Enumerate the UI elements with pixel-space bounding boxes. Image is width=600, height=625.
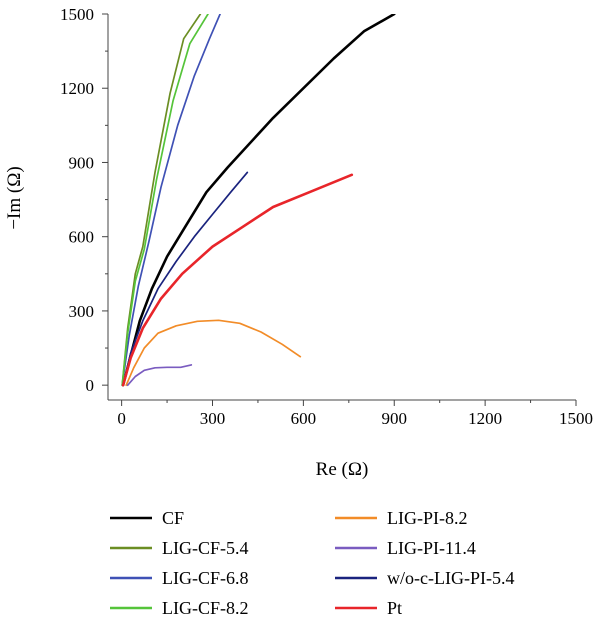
series-line-2 <box>121 14 221 387</box>
axes <box>107 14 576 401</box>
legend-item: LIG-PI-11.4 <box>335 538 476 558</box>
y-tick-label: 1200 <box>60 79 94 98</box>
legend-item: LIG-CF-6.8 <box>110 568 249 588</box>
legend-item: LIG-CF-8.2 <box>110 598 249 618</box>
y-tick-label: 600 <box>69 228 95 247</box>
x-tick-label: 0 <box>117 409 126 428</box>
legend-item: Pt <box>335 598 402 618</box>
x-tick-label: 600 <box>291 409 317 428</box>
legend-label: LIG-CF-5.4 <box>162 538 249 558</box>
legend-item: CF <box>110 508 184 528</box>
legend-item: LIG-PI-8.2 <box>335 508 467 528</box>
x-axis-label: Re (Ω) <box>316 459 369 480</box>
legend: CF LIG-CF-5.4 LIG-CF-6.8 LIG-CF-8.2 LIG-PI-8… <box>110 508 514 618</box>
y-tick-label: 0 <box>86 376 95 395</box>
legend-item: LIG-CF-5.4 <box>110 538 249 558</box>
legend-label: LIG-PI-8.2 <box>387 508 467 528</box>
series-line-5 <box>126 364 193 387</box>
legend-item: w/o-c-LIG-PI-5.4 <box>335 568 514 588</box>
y-tick-label: 1500 <box>60 5 94 24</box>
legend-label: w/o-c-LIG-PI-5.4 <box>387 568 514 588</box>
series-line-4 <box>125 319 302 387</box>
y-tick-label: 300 <box>69 302 95 321</box>
legend-label: Pt <box>387 598 402 618</box>
series-line-7 <box>121 173 354 387</box>
ticks: 0 300 600 900 1200 1500 0 300 600 900 1200 1500 <box>60 5 593 428</box>
legend-label: LIG-PI-11.4 <box>387 538 476 558</box>
y-tick-label: 900 <box>69 153 95 172</box>
y-axis-label: −Im (Ω) <box>4 166 25 229</box>
x-tick-label: 300 <box>200 409 226 428</box>
legend-label: LIG-CF-6.8 <box>162 568 249 588</box>
legend-label: CF <box>162 508 184 528</box>
x-tick-label: 1500 <box>559 409 593 428</box>
series-layer <box>121 14 396 387</box>
series-line-1 <box>121 14 202 387</box>
x-tick-label: 1200 <box>468 409 502 428</box>
series-line-3 <box>121 14 209 387</box>
series-line-6 <box>122 171 249 387</box>
series-line-0 <box>121 14 396 387</box>
legend-label: LIG-CF-8.2 <box>162 598 249 618</box>
x-tick-label: 900 <box>382 409 408 428</box>
